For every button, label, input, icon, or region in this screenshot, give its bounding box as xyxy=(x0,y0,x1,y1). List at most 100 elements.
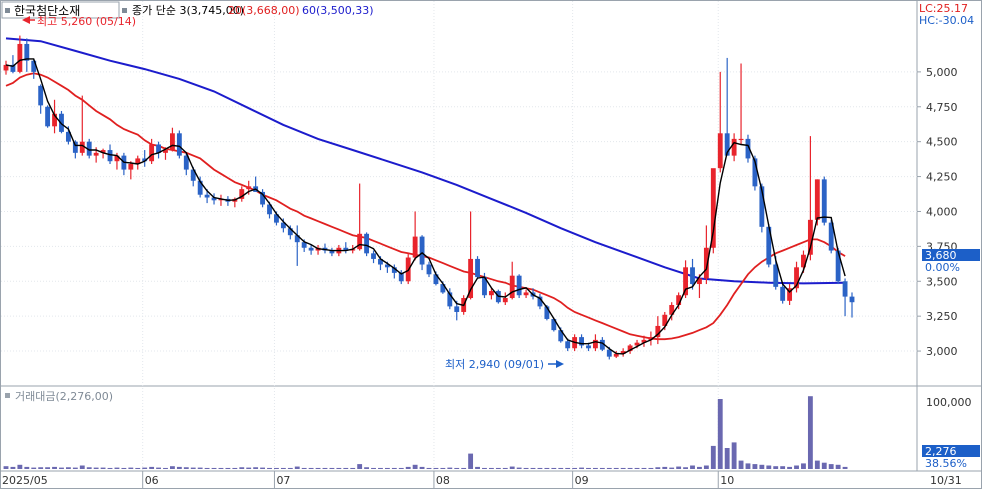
volume-bar xyxy=(676,466,682,469)
candle-body xyxy=(24,43,30,61)
volume-bar xyxy=(468,453,474,469)
candle-body xyxy=(343,247,349,251)
volume-bar xyxy=(10,466,16,469)
ma20-legend[interactable]: 20(3,668,00) xyxy=(228,4,300,17)
candle-body xyxy=(17,43,23,72)
ma3-line-group xyxy=(5,58,846,355)
volume-tick: 100,000 xyxy=(926,396,972,409)
candle-body xyxy=(766,226,772,265)
volume-bar xyxy=(801,463,806,469)
x-tick-label: 10/31 xyxy=(930,474,962,487)
volume-bar xyxy=(821,462,827,469)
ma3-legend[interactable]: 종가 단순 3(3,745,00) xyxy=(132,4,244,17)
low-label: 최저 2,940 (09/01) xyxy=(445,358,544,371)
volume-bar xyxy=(842,466,848,469)
volume-bar xyxy=(211,467,217,469)
candle-body xyxy=(558,330,564,342)
volume-bar xyxy=(828,464,834,469)
volume-bar xyxy=(93,467,99,469)
volume-bar xyxy=(787,466,793,469)
candle-body xyxy=(710,168,716,248)
candle-body xyxy=(807,219,813,255)
volume-bar xyxy=(86,467,92,469)
candle-body xyxy=(592,339,598,349)
candle-body xyxy=(599,339,605,350)
volume-bar xyxy=(572,467,578,469)
volume-bar xyxy=(280,467,286,469)
candle-body xyxy=(3,64,9,71)
candle-body xyxy=(669,304,675,315)
volume-bar xyxy=(45,467,51,469)
volume-series xyxy=(3,396,848,469)
candle-body xyxy=(100,150,106,153)
volume-bar xyxy=(620,467,626,469)
volume-bar xyxy=(648,467,654,469)
stock-name[interactable]: 한국첨단소재 xyxy=(14,4,80,18)
volume-bar xyxy=(197,467,203,469)
price-tick-label: 4,250 xyxy=(926,171,958,184)
high-annotation: 최고 5,260 (05/14) xyxy=(22,15,136,28)
price-tick-label: 5,000 xyxy=(926,66,958,79)
candle-body xyxy=(690,267,695,285)
candle-body xyxy=(738,138,744,141)
volume-title[interactable]: 거래대금(2,276,00) xyxy=(15,390,113,403)
candle-body xyxy=(814,179,820,220)
volume-bar xyxy=(488,467,494,469)
volume-bar xyxy=(655,467,661,469)
volume-bar xyxy=(315,467,321,469)
ma3-line xyxy=(5,58,846,355)
candle-body xyxy=(149,144,155,162)
x-tick-label: 09 xyxy=(575,474,589,487)
volume-bar xyxy=(232,467,238,469)
candle-body xyxy=(169,133,175,151)
volume-bar xyxy=(516,467,522,469)
volume-bar xyxy=(384,467,390,469)
candle-body xyxy=(412,236,418,258)
volume-bar xyxy=(669,467,675,469)
candle-body xyxy=(10,64,16,72)
candle-body xyxy=(787,288,793,301)
volume-bar xyxy=(586,467,591,469)
volume-bar xyxy=(114,467,120,469)
volume-bar xyxy=(710,445,716,469)
volume-bar xyxy=(523,467,529,469)
candle-body xyxy=(683,267,689,296)
candle-body xyxy=(371,253,376,259)
volume-bar xyxy=(156,467,161,469)
volume-bar xyxy=(350,467,356,469)
candle-body xyxy=(357,233,363,250)
candle-body xyxy=(176,133,182,156)
candle-body xyxy=(703,247,709,279)
volume-bar xyxy=(329,467,335,469)
volume-bar xyxy=(371,467,376,469)
volume-bar xyxy=(3,466,9,469)
candle-body xyxy=(433,274,439,285)
candle-body xyxy=(204,194,210,198)
volume-bar xyxy=(697,466,702,469)
ma60-legend[interactable]: 60(3,500,33) xyxy=(302,4,374,17)
volume-bar xyxy=(405,466,411,469)
volume-bar xyxy=(52,466,57,469)
candle-body xyxy=(142,158,148,162)
ma20-line xyxy=(5,72,846,341)
candle-body xyxy=(287,228,293,236)
volume-bar xyxy=(419,466,425,469)
volume-bar xyxy=(176,466,182,469)
volume-bar xyxy=(502,467,508,469)
volume-bar xyxy=(579,467,584,469)
volume-bar xyxy=(65,467,71,469)
stock-name-box[interactable] xyxy=(1,1,120,19)
current-change: 0.00% xyxy=(925,261,960,274)
volume-bar xyxy=(835,464,841,469)
volume-bar xyxy=(72,467,78,469)
candle-body xyxy=(565,341,571,349)
price-tick-label: 3,250 xyxy=(926,310,958,323)
stock-marker-icon xyxy=(5,8,10,13)
volume-bar xyxy=(662,466,668,469)
current-price: 3,680 xyxy=(925,249,957,262)
volume-bar xyxy=(135,467,141,469)
candle-body xyxy=(156,144,161,153)
price-tick-label: 4,500 xyxy=(926,136,958,149)
